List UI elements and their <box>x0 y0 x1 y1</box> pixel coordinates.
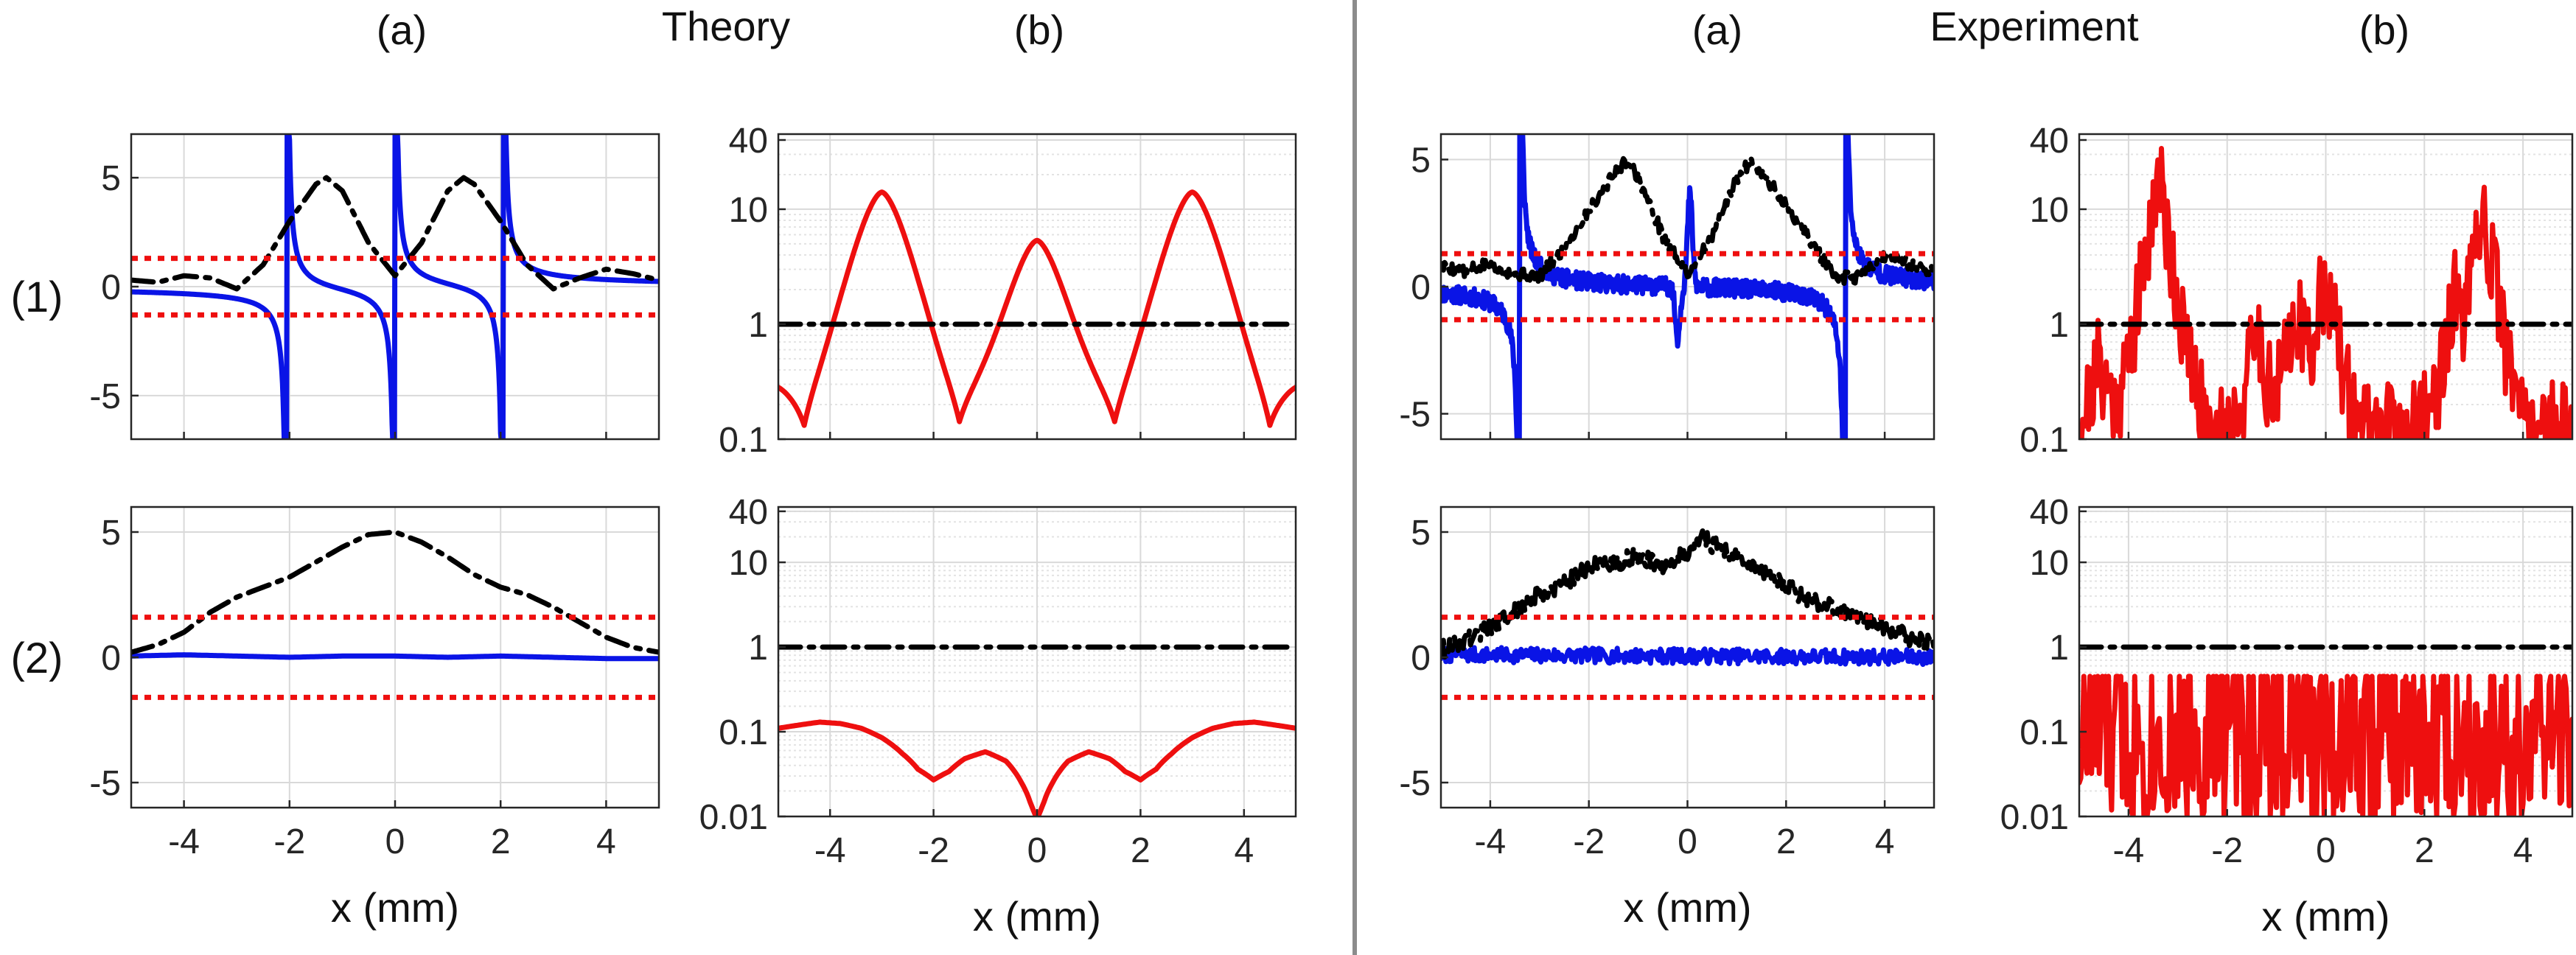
theory-a1-y-tick-label: -5 <box>89 377 121 416</box>
row-1-label: (1) <box>11 273 63 321</box>
experiment-b2-y-tick-label: 0.1 <box>2020 713 2069 752</box>
experiment-b2-y-tick-label: 0.01 <box>2000 798 2069 837</box>
experiment-a2-x-tick-label: 4 <box>1875 822 1895 861</box>
theory-b1-series-red <box>778 189 1296 428</box>
theory-b2-y-tick-label: 1 <box>748 629 768 668</box>
experiment-b1-y-tick-label: 10 <box>2030 191 2069 230</box>
theory-b2-y-tick-label: 40 <box>729 493 768 532</box>
experiment-col-a-header: (a) <box>1692 7 1742 53</box>
experiment-a1-y-tick-label: 5 <box>1411 141 1431 181</box>
theory-a2-x-tick-label: -2 <box>273 822 305 861</box>
experiment-b1-y-tick-label: 1 <box>2049 306 2069 345</box>
panel-experiment-a2: -5 0 5 -4 -2 0 2 4 x (mm) <box>1399 506 1936 931</box>
experiment-a2-y-tick-label: 5 <box>1411 514 1431 553</box>
theory-a1-y-tick-label: 5 <box>101 159 121 198</box>
experiment-b2-x-tick-label: 2 <box>2415 831 2434 870</box>
experiment-a2-x-tick-label: 0 <box>1678 822 1697 861</box>
experiment-b1-y-tick-label: 40 <box>2030 122 2069 161</box>
theory-a2-y-tick-label: -5 <box>89 764 121 803</box>
experiment-a1-series-blue <box>1441 134 1934 439</box>
theory-a2-x-axis-label: x (mm) <box>331 884 459 931</box>
experiment-a2-y-tick-label: -5 <box>1399 764 1431 803</box>
theory-b2-y-tick-label: 0.1 <box>719 713 768 752</box>
theory-b2-y-tick-label: 0.01 <box>699 798 768 837</box>
experiment-b1-series-red <box>2079 146 2572 439</box>
theory-a1-series-blue <box>131 134 659 439</box>
theory-col-a-header: (a) <box>377 7 427 53</box>
experiment-a2-x-axis-label: x (mm) <box>1623 884 1751 931</box>
theory-b1-y-tick-label: 40 <box>729 122 768 161</box>
theory-b2-series-red <box>778 719 1296 816</box>
experiment-b2-x-tick-label: -2 <box>2211 831 2243 870</box>
theory-a1-y-tick-label: 0 <box>101 268 121 307</box>
theory-title: Theory <box>662 3 790 49</box>
experiment-a2-y-tick-label: 0 <box>1411 639 1431 678</box>
theory-b2-x-tick-label: -2 <box>918 831 949 870</box>
theory-b2-x-axis-label: x (mm) <box>973 893 1101 940</box>
theory-a2-y-tick-label: 0 <box>101 639 121 678</box>
experiment-b2-x-axis-label: x (mm) <box>2261 893 2390 940</box>
experiment-a2-x-tick-label: 2 <box>1776 822 1796 861</box>
theory-col-b-header: (b) <box>1014 7 1064 53</box>
experiment-b1-y-tick-label: 0.1 <box>2020 421 2069 460</box>
theory-a2-x-tick-label: -4 <box>168 822 200 861</box>
panel-theory-a1: -5 0 5 <box>89 133 660 441</box>
theory-a1-series-black <box>131 175 659 292</box>
theory-b2-x-tick-label: 0 <box>1027 831 1047 870</box>
experiment-b2-y-tick-label: 1 <box>2049 629 2069 668</box>
panel-experiment-b2: 0.01 0.1 1 10 40 -4 -2 0 2 4 x (mm) <box>2000 493 2574 940</box>
row-2-label: (2) <box>11 634 63 682</box>
theory-b2-x-tick-label: 4 <box>1234 831 1254 870</box>
theory-b1-y-tick-label: 1 <box>748 306 768 345</box>
experiment-a2-x-tick-label: -4 <box>1475 822 1507 861</box>
theory-a2-series-blue <box>131 652 659 662</box>
panel-theory-a2: -5 0 5 -4 -2 0 2 4 x (mm) <box>89 506 660 931</box>
experiment-a2-series-blue <box>1441 645 1934 668</box>
theory-b1-y-tick-label: 10 <box>729 191 768 230</box>
experiment-a2-x-tick-label: -2 <box>1573 822 1605 861</box>
experiment-b2-x-tick-label: 4 <box>2513 831 2533 870</box>
experiment-a1-y-tick-label: -5 <box>1399 396 1431 435</box>
experiment-a1-y-tick-label: 0 <box>1411 268 1431 307</box>
theory-a2-x-tick-label: 0 <box>385 822 405 861</box>
theory-b2-x-tick-label: 2 <box>1131 831 1151 870</box>
experiment-b2-x-tick-label: 0 <box>2316 831 2336 870</box>
theory-b2-y-tick-label: 10 <box>729 544 768 583</box>
experiment-title: Experiment <box>1930 3 2139 49</box>
panel-experiment-b1: 0.1 1 10 40 <box>2020 122 2574 460</box>
theory-a2-x-tick-label: 4 <box>596 822 616 861</box>
panel-theory-b2: 0.01 0.1 1 10 40 -4 -2 0 2 4 x (mm) <box>699 493 1297 940</box>
panel-experiment-a1: -5 0 5 <box>1399 133 1936 441</box>
panel-theory-b1: 0.1 1 10 40 <box>719 122 1297 460</box>
experiment-b2-y-tick-label: 10 <box>2030 544 2069 583</box>
theory-a2-y-tick-label: 5 <box>101 514 121 553</box>
theory-a2-x-tick-label: 2 <box>491 822 511 861</box>
experiment-b2-x-tick-label: -4 <box>2113 831 2145 870</box>
experiment-a2-series-black <box>1441 526 1934 660</box>
experiment-col-b-header: (b) <box>2359 7 2409 53</box>
experiment-b2-series-red <box>2079 674 2572 816</box>
theory-b2-x-tick-label: -4 <box>814 831 846 870</box>
theory-b1-y-tick-label: 0.1 <box>719 421 768 460</box>
experiment-a1-series-black <box>1441 155 1934 287</box>
experiment-b2-y-tick-label: 40 <box>2030 493 2069 532</box>
